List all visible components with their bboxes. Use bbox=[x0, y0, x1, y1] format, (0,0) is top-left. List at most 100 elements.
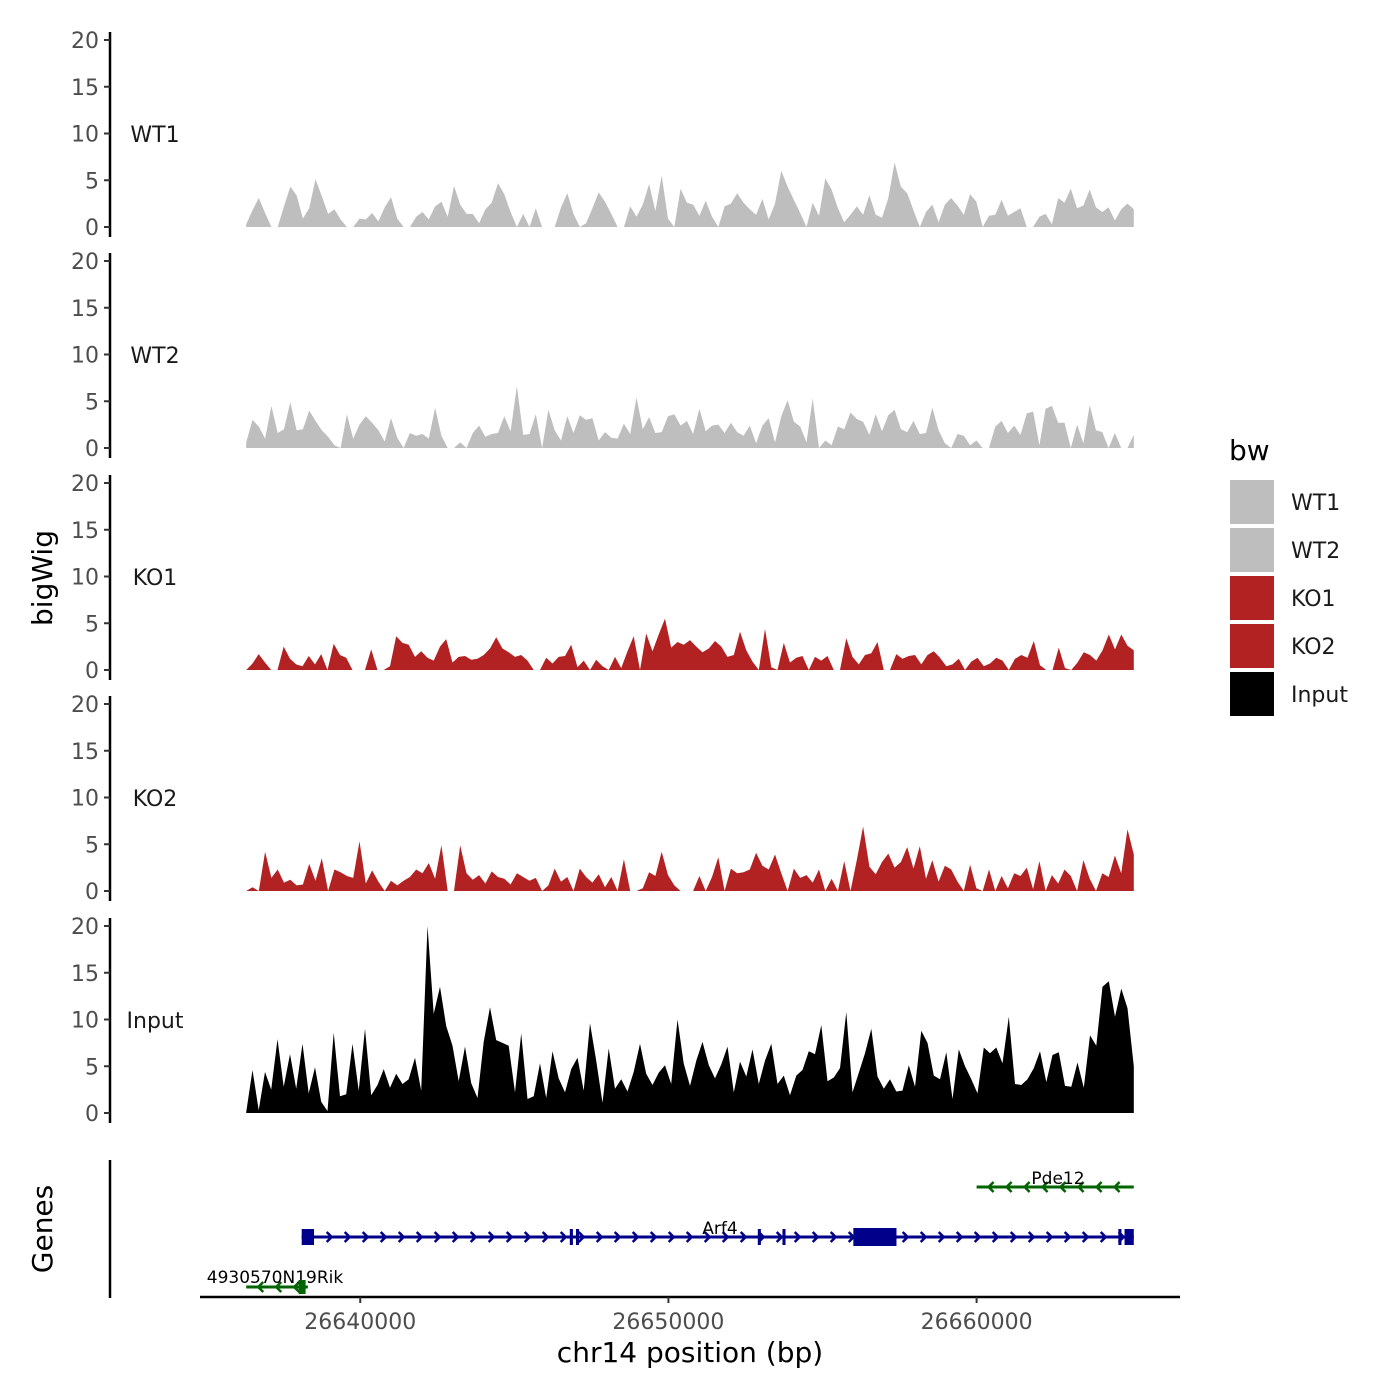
strand-arrow bbox=[1063, 1231, 1072, 1243]
gene-label: Pde12 bbox=[1031, 1169, 1084, 1189]
area-wt1 bbox=[246, 162, 1134, 227]
strand-arrow bbox=[685, 1231, 694, 1243]
y-tick-label: 20 bbox=[71, 250, 99, 275]
strand-arrow bbox=[649, 1231, 658, 1243]
strand-arrow bbox=[721, 1231, 730, 1243]
gene-pde12: Pde12 bbox=[976, 1169, 1134, 1193]
strand-arrow bbox=[379, 1231, 388, 1243]
area-input bbox=[246, 926, 1134, 1113]
legend-label-wt2: WT2 bbox=[1291, 539, 1340, 564]
exon bbox=[298, 1280, 306, 1294]
y-tick-label: 15 bbox=[71, 519, 99, 544]
strand-arrow bbox=[1112, 1181, 1121, 1193]
exon bbox=[782, 1229, 786, 1245]
legend-label-ko2: KO2 bbox=[1291, 635, 1336, 660]
exon bbox=[575, 1229, 580, 1245]
track-input: 0 5 10 15 20 Input bbox=[71, 915, 1134, 1127]
strand-arrow bbox=[1009, 1231, 1018, 1243]
y-tick-label: 20 bbox=[71, 693, 99, 718]
strand-arrow bbox=[505, 1231, 514, 1243]
bigwig-tracks: 0 5 10 15 20 WT1 0 5 10 15 20 WT2 0 5 10 15 20 KO1 0 5 10 15 2… bbox=[71, 29, 1134, 1127]
area-wt2 bbox=[246, 386, 1134, 448]
y-tick-label: 0 bbox=[85, 659, 99, 684]
strand-arrow bbox=[1094, 1181, 1103, 1193]
y-tick-label: 15 bbox=[71, 76, 99, 101]
strand-arrow bbox=[595, 1231, 604, 1243]
strand-arrow bbox=[1040, 1181, 1049, 1193]
y-tick-label: 0 bbox=[85, 437, 99, 462]
strand-arrow bbox=[937, 1231, 946, 1243]
x-tick-label: 26640000 bbox=[304, 1310, 416, 1335]
exon bbox=[853, 1228, 897, 1246]
strand-arrow bbox=[1058, 1181, 1067, 1193]
exon bbox=[757, 1229, 761, 1245]
strand-arrow bbox=[775, 1231, 784, 1243]
y-tick-label: 10 bbox=[71, 344, 99, 369]
strand-arrow bbox=[325, 1231, 334, 1243]
exon bbox=[569, 1229, 573, 1245]
y-tick-label: 10 bbox=[71, 123, 99, 148]
strand-arrow bbox=[361, 1231, 370, 1243]
strand-arrow bbox=[274, 1281, 283, 1293]
gene-4930570n19rik: 4930570N19Rik bbox=[207, 1268, 344, 1294]
strand-arrow bbox=[986, 1181, 995, 1193]
y-tick-label: 20 bbox=[71, 472, 99, 497]
strand-arrow bbox=[793, 1231, 802, 1243]
track-label: KO2 bbox=[133, 787, 178, 812]
y-tick-label: 10 bbox=[71, 787, 99, 812]
y-tick-label: 15 bbox=[71, 297, 99, 322]
y-tick-label: 15 bbox=[71, 962, 99, 987]
strand-arrow bbox=[415, 1231, 424, 1243]
strand-arrow bbox=[256, 1281, 265, 1293]
y-tick-label: 0 bbox=[85, 880, 99, 905]
strand-arrow bbox=[973, 1231, 982, 1243]
strand-arrow bbox=[1045, 1231, 1054, 1243]
x-axis-title: chr14 position (bp) bbox=[557, 1336, 823, 1369]
strand-arrow bbox=[1004, 1181, 1013, 1193]
y-tick-label: 10 bbox=[71, 1009, 99, 1034]
legend: bw WT1 WT2 KO1 KO2 Input bbox=[1229, 434, 1348, 716]
y-tick-label: 0 bbox=[85, 1102, 99, 1127]
y-tick-label: 5 bbox=[85, 1055, 99, 1080]
legend-label-ko1: KO1 bbox=[1291, 587, 1336, 612]
track-label: WT1 bbox=[130, 123, 179, 148]
strand-arrow bbox=[829, 1231, 838, 1243]
y-tick-label: 15 bbox=[71, 740, 99, 765]
strand-arrow bbox=[667, 1231, 676, 1243]
strand-arrow bbox=[631, 1231, 640, 1243]
strand-arrow bbox=[343, 1231, 352, 1243]
strand-arrow bbox=[919, 1231, 928, 1243]
y-tick-label: 5 bbox=[85, 833, 99, 858]
track-ko2: 0 5 10 15 20 KO2 bbox=[71, 693, 1134, 905]
strand-arrow bbox=[1076, 1181, 1085, 1193]
genes-axis-title: Genes bbox=[26, 1185, 59, 1273]
strand-arrow bbox=[901, 1231, 910, 1243]
y-axis-title: bigWig bbox=[26, 530, 59, 626]
y-tick-label: 5 bbox=[85, 169, 99, 194]
strand-arrow bbox=[1099, 1231, 1108, 1243]
area-ko2 bbox=[246, 826, 1134, 891]
strand-arrow bbox=[703, 1231, 712, 1243]
y-tick-label: 10 bbox=[71, 566, 99, 591]
legend-swatch-ko1 bbox=[1230, 576, 1274, 620]
x-tick-label: 26650000 bbox=[612, 1310, 724, 1335]
y-tick-label: 0 bbox=[85, 216, 99, 241]
strand-arrow bbox=[397, 1231, 406, 1243]
track-wt1: 0 5 10 15 20 WT1 bbox=[71, 29, 1134, 241]
strand-arrow bbox=[469, 1231, 478, 1243]
strand-arrow bbox=[559, 1231, 568, 1243]
legend-swatch-ko2 bbox=[1230, 624, 1274, 668]
exon bbox=[301, 1229, 315, 1245]
gene-label: 4930570N19Rik bbox=[207, 1268, 344, 1288]
strand-arrow bbox=[955, 1231, 964, 1243]
strand-arrow bbox=[1081, 1231, 1090, 1243]
strand-arrow bbox=[487, 1231, 496, 1243]
strand-arrow bbox=[541, 1231, 550, 1243]
exon bbox=[1124, 1229, 1134, 1245]
gene-arf4: Arf4 bbox=[301, 1219, 1134, 1246]
exon bbox=[1118, 1229, 1122, 1245]
legend-swatch-wt2 bbox=[1230, 528, 1274, 572]
strand-arrow bbox=[613, 1231, 622, 1243]
strand-arrow bbox=[1027, 1231, 1036, 1243]
genes-panel: Pde12 Arf4 4930570N19Rik bbox=[108, 1160, 1134, 1298]
